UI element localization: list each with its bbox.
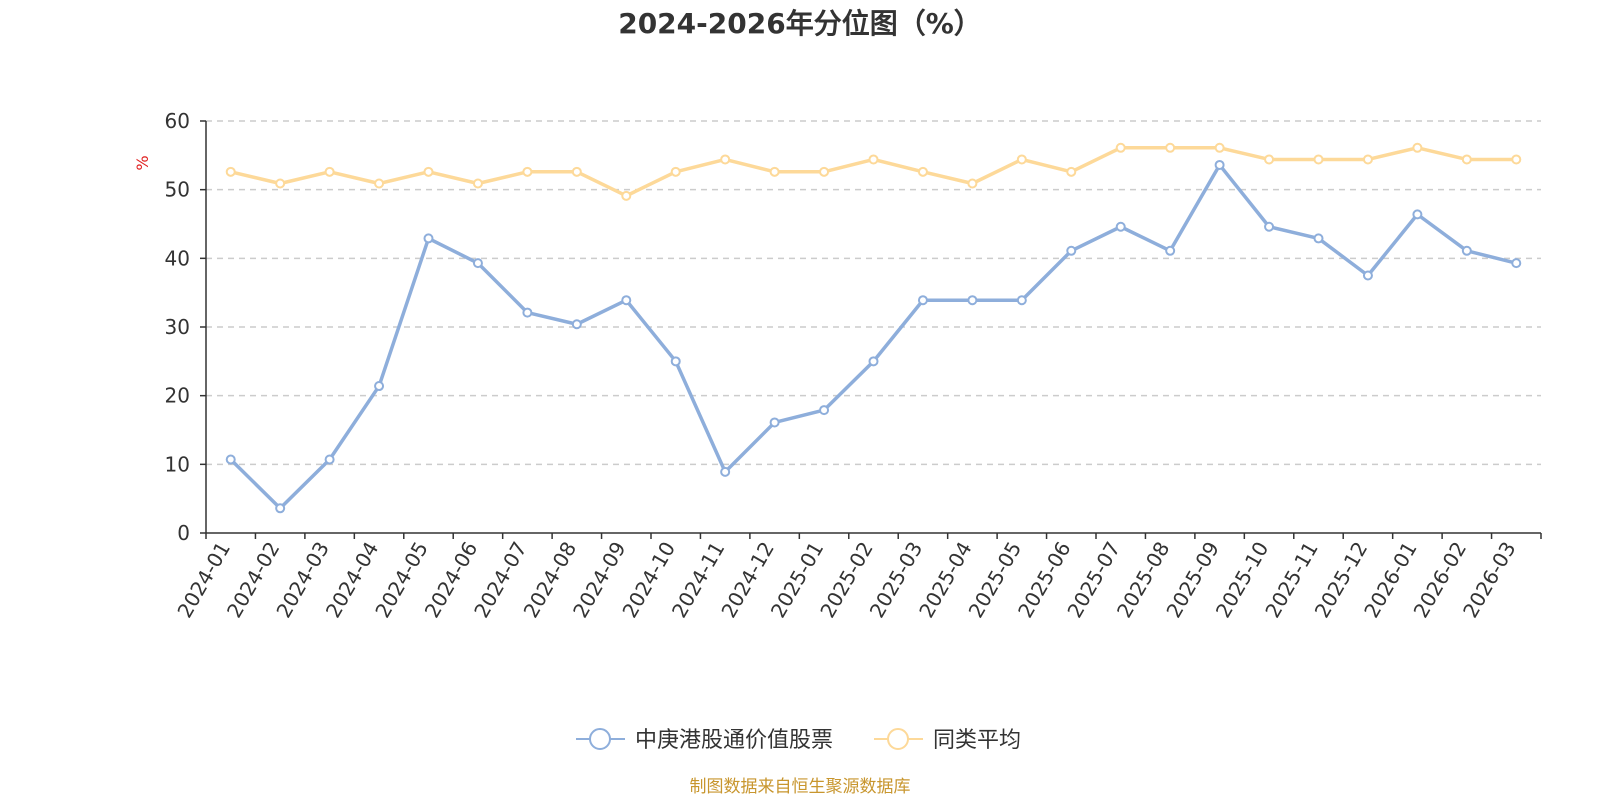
legend-label-series-1: 中庚港股通价值股票 (635, 728, 833, 753)
data-point-s1-2025-06[interactable] (1066, 245, 1077, 256)
data-point-s1-2024-12[interactable] (769, 417, 780, 428)
legend-marker-series-1 (589, 728, 611, 750)
data-point-s2-2024-04[interactable] (374, 178, 385, 189)
legend-item-series-2[interactable]: 同类平均 (874, 728, 1021, 753)
data-point-s2-2025-11[interactable] (1313, 154, 1324, 165)
data-point-s1-2025-02[interactable] (868, 356, 879, 367)
data-point-s2-2026-01[interactable] (1412, 142, 1423, 153)
y-tick-labels: 0 10 20 30 40 50 60 (165, 109, 190, 545)
data-point-s2-2025-04[interactable] (967, 178, 978, 189)
data-point-s1-2024-05[interactable] (423, 233, 434, 244)
data-point-s2-2024-07[interactable] (522, 166, 533, 177)
y-axis-unit-label: % (133, 155, 152, 170)
data-point-s2-2025-08[interactable] (1165, 142, 1176, 153)
y-tick-label-30: 30 (165, 315, 190, 339)
data-point-s2-2024-06[interactable] (472, 178, 483, 189)
data-point-s1-2025-12[interactable] (1362, 270, 1373, 281)
data-point-s1-2024-11[interactable] (720, 466, 731, 477)
data-point-s2-2025-07[interactable] (1115, 142, 1126, 153)
axes (205, 121, 1542, 539)
chart-title: 2024-2026年分位图（%） (618, 7, 982, 40)
data-point-s2-2024-08[interactable] (571, 166, 582, 177)
data-point-s1-2026-02[interactable] (1461, 245, 1472, 256)
data-point-s1-2024-10[interactable] (670, 356, 681, 367)
series-line-1 (229, 163, 1517, 511)
data-point-s2-2024-12[interactable] (769, 166, 780, 177)
legend-label-series-2: 同类平均 (933, 728, 1021, 753)
data-point-s1-2025-05[interactable] (1016, 295, 1027, 306)
data-point-s2-2025-12[interactable] (1362, 154, 1373, 165)
data-point-s1-2025-03[interactable] (917, 295, 928, 306)
y-tick-label-10: 10 (165, 452, 190, 476)
data-source-note: 制图数据来自恒生聚源数据库 (690, 777, 911, 797)
data-point-s2-2025-10[interactable] (1264, 154, 1275, 165)
data-point-s1-2025-09[interactable] (1214, 159, 1225, 170)
data-point-s1-2025-04[interactable] (967, 295, 978, 306)
data-point-s1-2024-01[interactable] (225, 454, 236, 465)
data-point-s1-2026-03[interactable] (1511, 258, 1522, 269)
data-point-s2-2024-02[interactable] (275, 178, 286, 189)
y-tick-label-60: 60 (165, 109, 190, 133)
data-point-s1-2025-11[interactable] (1313, 233, 1324, 244)
y-tick-label-50: 50 (165, 178, 190, 202)
series-lines (225, 142, 1522, 514)
data-point-s2-2026-02[interactable] (1461, 154, 1472, 165)
legend-marker-series-2 (887, 728, 909, 750)
legend: 中庚港股通价值股票 同类平均 (576, 728, 1021, 753)
x-tick-labels: 2024-012024-022024-032024-042024-052024-… (172, 537, 1520, 621)
data-point-s2-2024-05[interactable] (423, 166, 434, 177)
data-point-s2-2024-03[interactable] (324, 166, 335, 177)
grid-lines (200, 120, 1541, 534)
data-point-s2-2024-11[interactable] (720, 154, 731, 165)
data-point-s1-2025-07[interactable] (1115, 221, 1126, 232)
data-point-s1-2025-01[interactable] (819, 405, 830, 416)
y-tick-label-20: 20 (165, 384, 190, 408)
data-point-s2-2025-01[interactable] (819, 166, 830, 177)
data-point-s2-2025-06[interactable] (1066, 166, 1077, 177)
legend-item-series-1[interactable]: 中庚港股通价值股票 (576, 728, 833, 753)
data-point-s1-2026-01[interactable] (1412, 209, 1423, 220)
data-point-s1-2025-10[interactable] (1264, 221, 1275, 232)
data-point-s2-2025-02[interactable] (868, 154, 879, 165)
data-point-s2-2026-03[interactable] (1511, 154, 1522, 165)
data-point-s2-2024-10[interactable] (670, 166, 681, 177)
data-point-s1-2024-06[interactable] (472, 258, 483, 269)
data-point-s2-2024-09[interactable] (621, 190, 632, 201)
series-2 (225, 142, 1522, 201)
series-1 (225, 159, 1522, 514)
data-point-s1-2024-08[interactable] (571, 319, 582, 330)
data-point-s2-2024-01[interactable] (225, 166, 236, 177)
data-point-s1-2024-03[interactable] (324, 454, 335, 465)
data-point-s1-2024-07[interactable] (522, 307, 533, 318)
data-point-s1-2024-04[interactable] (374, 381, 385, 392)
y-tick-label-40: 40 (165, 246, 190, 270)
data-point-s2-2025-05[interactable] (1016, 154, 1027, 165)
data-point-s1-2024-09[interactable] (621, 295, 632, 306)
data-point-s1-2024-02[interactable] (275, 503, 286, 514)
data-point-s2-2025-09[interactable] (1214, 142, 1225, 153)
y-tick-label-0: 0 (177, 521, 190, 545)
data-point-s2-2025-03[interactable] (917, 166, 928, 177)
data-point-s1-2025-08[interactable] (1165, 245, 1176, 256)
